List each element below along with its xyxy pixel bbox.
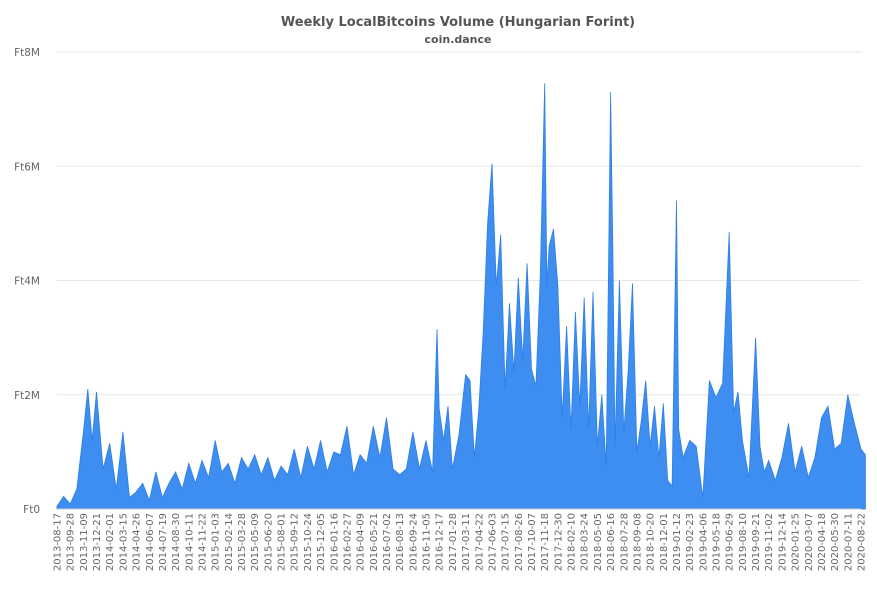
x-axis: 2013-08-17 2013-09-28 2013-11-09 2013-12-21… bbox=[53, 508, 868, 571]
x-tick-label: 2020-05-30 bbox=[830, 513, 841, 571]
x-tick-label: 2015-08-01 bbox=[277, 513, 288, 571]
x-tick-label: 2017-10-07 bbox=[527, 513, 538, 571]
x-tick-label: 2015-09-12 bbox=[290, 513, 301, 571]
x-tick-label: 2015-12-05 bbox=[316, 513, 327, 571]
x-tick-label: 2019-02-23 bbox=[685, 513, 696, 571]
x-tick-label: 2017-06-03 bbox=[488, 513, 499, 571]
x-tick-label: 2017-08-26 bbox=[514, 513, 525, 571]
y-axis: Ft0 Ft2M Ft4M Ft6M Ft8M bbox=[14, 47, 40, 516]
x-tick-label: 2018-07-28 bbox=[619, 513, 630, 571]
x-tick-label: 2014-04-26 bbox=[132, 513, 143, 571]
x-tick-label: 2015-03-28 bbox=[237, 513, 248, 571]
x-tick-label: 2017-12-30 bbox=[553, 513, 564, 571]
x-tick-label: 2017-01-28 bbox=[448, 513, 459, 571]
x-tick-label: 2014-08-30 bbox=[171, 513, 182, 571]
x-tick-label: 2016-12-17 bbox=[435, 513, 446, 571]
x-tick-label: 2018-10-20 bbox=[646, 513, 657, 571]
x-tick-label: 2013-12-21 bbox=[92, 513, 103, 571]
y-tick-label: Ft8M bbox=[14, 47, 40, 59]
plot-layer bbox=[56, 83, 866, 510]
x-tick-label: 2018-02-10 bbox=[567, 513, 578, 571]
x-tick-label: 2016-05-21 bbox=[369, 513, 380, 571]
x-tick-label: 2016-07-02 bbox=[382, 513, 393, 571]
x-tick-label: 2019-11-02 bbox=[764, 513, 775, 571]
x-tick-label: 2020-03-07 bbox=[804, 513, 815, 571]
x-tick-label: 2017-04-22 bbox=[474, 513, 485, 571]
x-tick-label: 2014-07-19 bbox=[158, 513, 169, 571]
x-tick-label: 2017-03-11 bbox=[461, 513, 472, 571]
y-tick-label: Ft6M bbox=[14, 161, 40, 173]
x-tick-label: 2015-01-03 bbox=[211, 513, 222, 571]
x-tick-label: 2014-10-11 bbox=[184, 513, 195, 571]
y-tick-label: Ft2M bbox=[14, 390, 40, 402]
chart-title: Weekly LocalBitcoins Volume (Hungarian F… bbox=[281, 15, 635, 30]
x-tick-label: 2019-01-12 bbox=[672, 513, 683, 571]
x-tick-label: 2017-07-15 bbox=[501, 513, 512, 571]
x-tick-label: 2013-11-09 bbox=[79, 513, 90, 571]
x-tick-label: 2014-02-01 bbox=[105, 513, 116, 571]
series-area bbox=[56, 83, 866, 510]
x-tick-label: 2018-12-01 bbox=[659, 513, 670, 571]
x-tick-label: 2016-08-13 bbox=[395, 513, 406, 571]
x-tick-label: 2015-10-24 bbox=[303, 513, 314, 571]
x-tick-label: 2015-02-14 bbox=[224, 513, 235, 571]
x-tick-label: 2020-01-25 bbox=[791, 513, 802, 571]
x-tick-label: 2019-09-21 bbox=[751, 513, 762, 571]
x-tick-label: 2014-11-22 bbox=[198, 513, 209, 571]
x-tick-label: 2016-02-27 bbox=[343, 513, 354, 571]
x-tick-label: 2018-05-05 bbox=[593, 513, 604, 571]
x-tick-label: 2019-12-14 bbox=[777, 513, 788, 571]
x-tick-label: 2016-04-09 bbox=[356, 513, 367, 571]
x-tick-label: 2020-04-18 bbox=[817, 513, 828, 571]
x-tick-label: 2015-05-09 bbox=[250, 513, 261, 571]
x-tick-label: 2018-06-16 bbox=[606, 513, 617, 571]
x-tick-label: 2013-08-17 bbox=[53, 513, 64, 571]
x-tick-label: 2020-07-11 bbox=[843, 513, 854, 571]
x-tick-label: 2018-03-24 bbox=[580, 513, 591, 571]
x-tick-label: 2019-08-10 bbox=[738, 513, 749, 571]
x-tick-label: 2020-08-22 bbox=[857, 513, 868, 571]
x-tick-label: 2016-09-24 bbox=[408, 513, 419, 571]
x-tick-label: 2019-04-06 bbox=[698, 513, 709, 571]
x-tick-label: 2019-06-29 bbox=[725, 513, 736, 571]
x-tick-label: 2019-05-18 bbox=[712, 513, 723, 571]
y-tick-label: Ft4M bbox=[14, 276, 40, 288]
x-tick-label: 2016-11-05 bbox=[422, 513, 433, 571]
x-tick-label: 2018-09-08 bbox=[632, 513, 643, 571]
x-tick-label: 2014-03-15 bbox=[118, 513, 129, 571]
x-tick-label: 2013-09-28 bbox=[66, 513, 77, 571]
x-tick-label: 2016-01-16 bbox=[329, 513, 340, 571]
x-tick-label: 2014-06-07 bbox=[145, 513, 156, 571]
x-tick-label: 2015-06-20 bbox=[263, 513, 274, 571]
y-tick-label: Ft0 bbox=[23, 504, 40, 516]
x-tick-label: 2017-11-18 bbox=[540, 513, 551, 571]
chart-subtitle: coin.dance bbox=[425, 33, 492, 46]
